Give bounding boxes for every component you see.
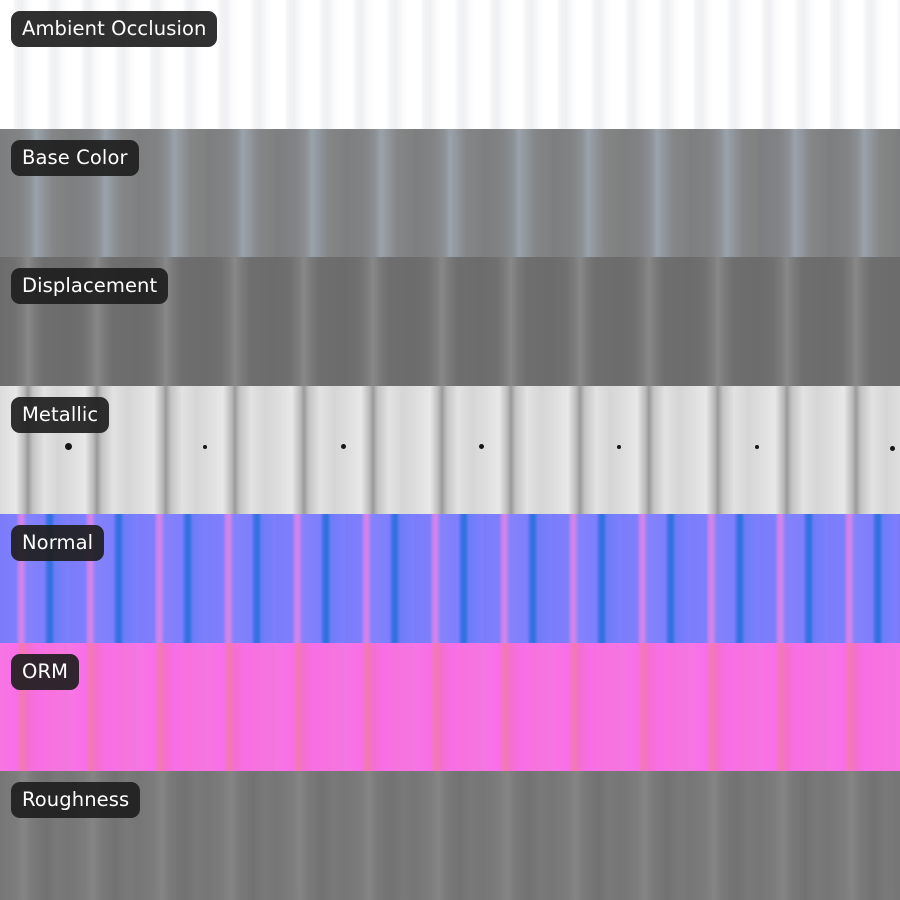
map-label-displacement: Displacement <box>11 268 169 304</box>
rivet-hole <box>203 444 207 449</box>
map-strip-ambient-occlusion: Ambient Occlusion <box>0 0 900 129</box>
rivet-hole <box>755 444 759 449</box>
rivet-hole <box>65 442 72 450</box>
map-label-roughness: Roughness <box>11 782 141 818</box>
map-label-normal: Normal <box>11 525 105 561</box>
rivet-hole <box>890 445 895 451</box>
rivet-hole <box>479 443 484 449</box>
roughness-texture <box>0 771 900 900</box>
normal-texture <box>0 514 900 643</box>
orm-texture <box>0 642 900 771</box>
map-label-base-color: Base Color <box>11 139 139 176</box>
map-label-orm: ORM <box>11 653 80 690</box>
map-strip-displacement: Displacement <box>0 257 900 386</box>
map-strip-metallic: Metallic <box>0 385 900 514</box>
rivet-hole <box>341 443 346 449</box>
map-strip-orm: ORM <box>0 642 900 771</box>
metallic-texture <box>0 385 900 514</box>
map-label-ambient-occlusion: Ambient Occlusion <box>11 11 218 47</box>
rivet-hole <box>617 444 621 449</box>
map-strip-base-color: Base Color <box>0 128 900 257</box>
base-color-texture <box>0 128 900 257</box>
map-strip-normal: Normal <box>0 514 900 643</box>
map-label-metallic: Metallic <box>11 396 110 433</box>
map-strip-roughness: Roughness <box>0 771 900 900</box>
